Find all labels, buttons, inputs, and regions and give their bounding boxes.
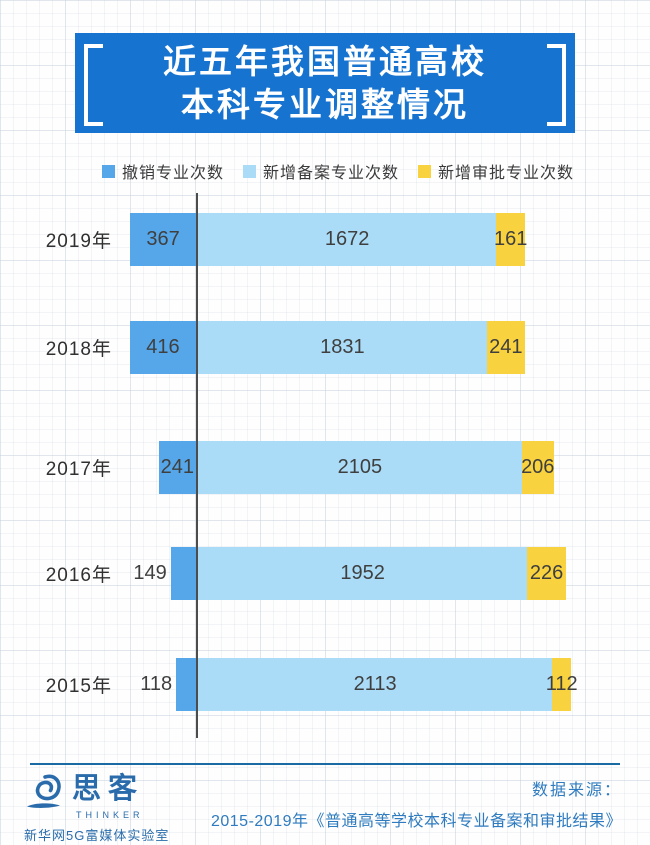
legend-label-revoked: 撤销专业次数 (122, 165, 225, 182)
bar-segment-revoked: 416 (129, 321, 196, 374)
value-label-revoked: 149 (133, 562, 167, 584)
logo-organization: 新华网5G富媒体实验室 (24, 828, 170, 843)
footer-divider (30, 763, 620, 765)
value-label-registered: 1672 (324, 228, 370, 250)
value-label-revoked: 416 (146, 336, 180, 358)
legend-swatch-revoked-icon (102, 164, 115, 178)
category-label: 2015年 (45, 676, 112, 697)
legend-swatch-registered-icon (243, 164, 257, 178)
logo-subtitle: THINKER (76, 810, 144, 820)
category-label: 2016年 (45, 565, 112, 586)
legend-swatch-approved-icon (418, 164, 432, 178)
value-label-registered: 2113 (353, 673, 397, 695)
bar-segment-approved: 161 (493, 213, 528, 266)
bracket-right-icon (547, 44, 566, 126)
value-label-revoked: 118 (140, 673, 173, 695)
category-label: 2019年 (45, 231, 112, 252)
bar-row: 2016年 149 1952 226 (0, 547, 650, 600)
page-title-line2: 本科专业调整情况 (181, 86, 469, 123)
data-source-label: 数据来源： (531, 782, 622, 799)
value-label-approved: 112 (545, 673, 578, 695)
legend-item-revoked: 撤销专业次数 (102, 159, 224, 183)
bar-segment-registered: 1672 (198, 213, 497, 266)
legend-label-registered: 新增备案专业次数 (263, 165, 400, 182)
bar-segment-revoked (176, 658, 196, 711)
bar-segment-registered: 1952 (198, 547, 528, 600)
bar-segment-registered: 1831 (198, 321, 487, 374)
title-banner: 近五年我国普通高校 本科专业调整情况 (75, 33, 575, 133)
bar-segment-approved: 112 (546, 658, 578, 711)
value-label-approved: 206 (521, 456, 555, 478)
logo-top: 思客 (24, 770, 169, 814)
bar-row: 2015年 118 2113 112 (0, 658, 650, 711)
bar-segment-revoked: 367 (130, 213, 196, 266)
thinker-logo: 思客 THINKER 新华网5G富媒体实验室 (24, 770, 169, 844)
legend: 撤销专业次数 新增备案专业次数 新增审批专业次数 (102, 159, 574, 183)
page-title-line1: 近五年我国普通高校 (163, 43, 487, 80)
bar-segment-revoked (170, 547, 196, 600)
value-label-registered: 1831 (320, 336, 365, 358)
bar-segment-registered: 2113 (198, 658, 553, 711)
value-label-revoked: 241 (160, 456, 195, 478)
value-label-approved: 241 (489, 336, 523, 358)
value-label-approved: 226 (529, 562, 564, 584)
category-label: 2018年 (45, 339, 112, 360)
bar-segment-approved: 241 (486, 321, 525, 374)
legend-label-approved: 新增审批专业次数 (438, 165, 575, 182)
value-label-approved: 161 (493, 228, 528, 250)
category-label: 2017年 (45, 459, 112, 480)
bar-row: 2019年 367 1672 161 (0, 213, 650, 266)
value-label-revoked: 367 (146, 228, 180, 250)
axis-line (196, 193, 198, 738)
data-source: 数据来源： 2015-2019年《普通高等学校本科专业备案和审批结果》 (211, 776, 622, 831)
bar-segment-approved: 206 (521, 441, 555, 494)
bar-segment-revoked: 241 (158, 441, 196, 494)
bar-row: 2017年 241 2105 206 (0, 441, 650, 494)
bracket-left-icon (84, 44, 103, 126)
data-source-text: 2015-2019年《普通高等学校本科专业备案和审批结果》 (210, 813, 622, 830)
bar-segment-approved: 226 (527, 547, 566, 600)
value-label-registered: 2105 (337, 456, 383, 478)
logo-name: 思客 (72, 773, 145, 805)
swirl-icon (27, 774, 61, 808)
legend-item-registered: 新增备案专业次数 (243, 159, 399, 183)
bar-row: 2018年 416 1831 241 (0, 321, 650, 374)
legend-item-approved: 新增审批专业次数 (418, 159, 574, 183)
bar-segment-registered: 2105 (198, 441, 522, 494)
value-label-registered: 1952 (340, 562, 385, 584)
